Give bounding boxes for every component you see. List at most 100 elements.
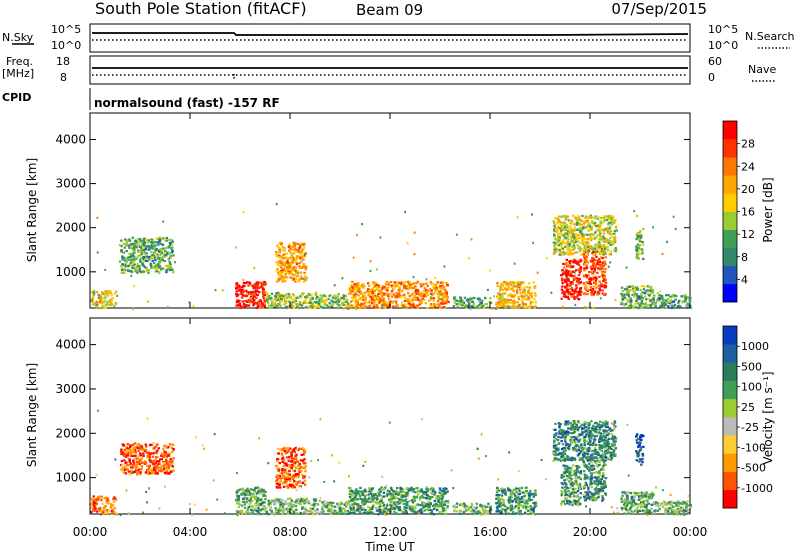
power-echo-cell (305, 265, 308, 268)
power-echo-cell (419, 295, 422, 298)
power-echo-cell (345, 298, 349, 301)
velocity-echo-cell (364, 502, 367, 505)
power-echo-cell (414, 285, 417, 288)
power-echo-cell (143, 266, 147, 269)
velocity-echo-cell (295, 456, 298, 459)
velocity-echo-cell (147, 471, 150, 475)
power-echo-cell (554, 243, 557, 246)
power-echo-cell (564, 237, 567, 240)
power-echo-cell (95, 306, 98, 309)
power-echo-cell (568, 242, 572, 246)
power-echo-cell (344, 297, 347, 301)
power-echo-cell (123, 256, 126, 259)
power-echo-cell (169, 256, 173, 259)
velocity-echo-cell (170, 461, 174, 464)
power-echo-cell (601, 239, 604, 242)
power-echo-cell (569, 219, 572, 223)
power-echo-cell (568, 227, 571, 230)
power-echo-cell (248, 281, 251, 285)
power-echo-cell (441, 284, 444, 287)
power-echo-cell (585, 276, 589, 279)
power-echo-cell (137, 243, 140, 247)
velocity-echo-cell (378, 511, 382, 514)
velocity-echo-cell (155, 452, 158, 455)
velocity-echo-cell (110, 510, 114, 513)
power-echo-cell (299, 243, 302, 247)
power-echo-cell (445, 294, 449, 297)
power-sparse-echo (599, 297, 602, 300)
power-echo-cell (301, 266, 304, 269)
velocity-echo-cell (345, 511, 349, 514)
velocity-echo-cell (364, 508, 367, 512)
velocity-echo-cell (452, 505, 455, 508)
velocity-echo-cell (351, 503, 354, 506)
power-echo-cell (479, 300, 482, 303)
power-sparse-echo (425, 278, 428, 281)
velocity-echo-cell (390, 495, 393, 498)
power-echo-cell (298, 266, 301, 269)
velocity-echo-cell (349, 492, 353, 495)
power-sparse-echo (468, 257, 470, 260)
power-echo-cell (281, 294, 284, 297)
power-sparse-echo (592, 307, 595, 310)
velocity-echo-cell (260, 508, 264, 511)
velocity-echo-cell (163, 470, 166, 473)
velocity-echo-cell (90, 502, 93, 505)
colorbar-segment (723, 229, 737, 248)
power-echo-cell (420, 302, 423, 305)
power-echo-cell (514, 281, 518, 284)
power-echo-cell (254, 282, 258, 286)
power-echo-cell (652, 298, 655, 301)
velocity-echo-cell (478, 512, 481, 515)
power-echo-cell (423, 299, 426, 302)
power-echo-cell (482, 306, 486, 309)
power-echo-cell (287, 306, 290, 309)
power-echo-cell (605, 218, 609, 222)
power-echo-cell (409, 287, 412, 290)
power-echo-cell (142, 270, 146, 273)
power-echo-cell (298, 265, 301, 268)
power-echo-cell (121, 258, 124, 261)
power-echo-cell (268, 306, 272, 309)
velocity-echo-cell (168, 443, 172, 446)
power-echo-cell (432, 297, 435, 300)
velocity-echo-cell (362, 498, 365, 501)
power-echo-cell (599, 282, 603, 285)
velocity-echo-cell (416, 489, 420, 492)
power-echo-cell (608, 241, 611, 244)
velocity-echo-cell (301, 500, 304, 503)
power-echo-cell (385, 281, 388, 284)
velocity-echo-region (275, 446, 307, 489)
velocity-echo-cell (128, 472, 131, 475)
power-echo-cell (304, 252, 307, 255)
velocity-echo-cell (254, 498, 257, 501)
power-echo-cell (568, 262, 572, 265)
power-echo-cell (573, 258, 576, 261)
velocity-echo-cell (332, 511, 335, 514)
velocity-echo-cell (124, 455, 128, 458)
power-echo-cell (505, 298, 509, 302)
power-echo-cell (287, 245, 291, 249)
velocity-echo-cell (172, 457, 175, 460)
nave-label: Nave (748, 63, 776, 76)
power-echo-cell (300, 242, 303, 245)
power-echo-cell (275, 280, 279, 283)
power-echo-cell (283, 248, 286, 251)
velocity-echo-cell (160, 452, 163, 455)
power-echo-cell (106, 303, 109, 306)
velocity-echo-cell (121, 466, 124, 470)
velocity-echo-region (315, 499, 350, 516)
power-echo-cell (639, 288, 642, 292)
velocity-echo-cell (515, 487, 518, 490)
velocity-echo-cell (258, 498, 261, 501)
power-echo-cell (609, 236, 612, 239)
velocity-echo-cell (464, 505, 467, 508)
power-echo-cell (149, 255, 152, 258)
velocity-echo-cell (281, 468, 284, 471)
power-echo-cell (566, 249, 569, 252)
power-sparse-echo (434, 303, 437, 307)
power-sparse-echo (253, 267, 256, 270)
velocity-echo-cell (437, 501, 441, 504)
power-echo-cell (644, 289, 648, 293)
power-echo-cell (554, 238, 557, 241)
